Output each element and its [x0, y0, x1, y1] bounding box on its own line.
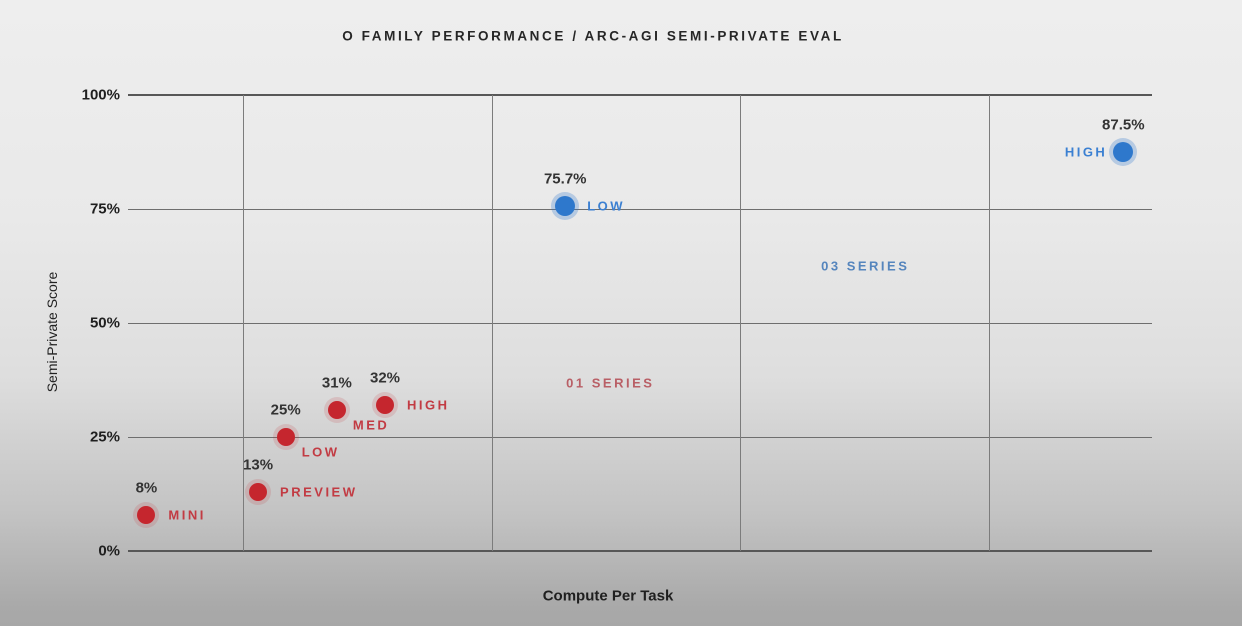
gridline-0%: [128, 550, 1152, 552]
point-o1-mini: [137, 505, 156, 524]
point-o1-preview: [249, 482, 268, 501]
value-o1-low: 25%: [270, 401, 301, 419]
label-o1-med: MED: [352, 417, 390, 433]
x-axis-label: Compute Per Task: [542, 587, 674, 605]
value-o3-low: 75.7%: [543, 170, 587, 188]
y-tick-25%: 25%: [89, 428, 120, 446]
gridline-vertical-3: [740, 95, 742, 551]
label-o1-high: HIGH: [407, 397, 450, 413]
value-o3-high: 87.5%: [1102, 116, 1145, 134]
label-o3-high: HIGH: [1064, 144, 1108, 160]
point-o3-high: [1113, 142, 1134, 162]
point-o1-high: [376, 396, 395, 415]
y-axis-label: Semi-Private Score: [44, 271, 60, 393]
point-o1-low: [276, 428, 295, 446]
gridline-vertical-2: [491, 95, 493, 551]
point-o1-med: [327, 400, 346, 419]
series-annotation-o3: 03 SERIES: [821, 258, 910, 274]
value-o1-high: 32%: [370, 369, 401, 387]
label-o1-low: LOW: [301, 444, 340, 460]
label-o1-preview: PREVIEW: [280, 484, 358, 500]
gridline-vertical-4: [989, 95, 991, 551]
gridline-25%: [128, 436, 1152, 438]
value-o1-mini: 8%: [135, 479, 158, 497]
y-tick-0%: 0%: [98, 542, 120, 560]
chart-title: O FAMILY PERFORMANCE / ARC-AGI SEMI-PRIV…: [342, 28, 844, 44]
gridline-75%: [128, 208, 1152, 210]
series-annotation-o1: 01 SERIES: [566, 375, 655, 391]
value-o1-preview: 13%: [243, 456, 274, 474]
label-o3-low: LOW: [587, 198, 626, 214]
point-o3-low: [555, 195, 576, 216]
y-tick-75%: 75%: [89, 200, 120, 218]
gridline-100%: [128, 94, 1152, 96]
y-tick-50%: 50%: [89, 314, 120, 332]
label-o1-mini: MINI: [168, 507, 206, 523]
plot-area: 8% MINI 13% PREVIEW 25% LOW 31% MED 32% HIGH 01 SE…: [128, 94, 1152, 552]
gridline-50%: [128, 322, 1152, 324]
gridline-vertical-1: [242, 95, 244, 551]
value-o1-med: 31%: [321, 374, 352, 392]
y-tick-100%: 100%: [81, 86, 120, 104]
